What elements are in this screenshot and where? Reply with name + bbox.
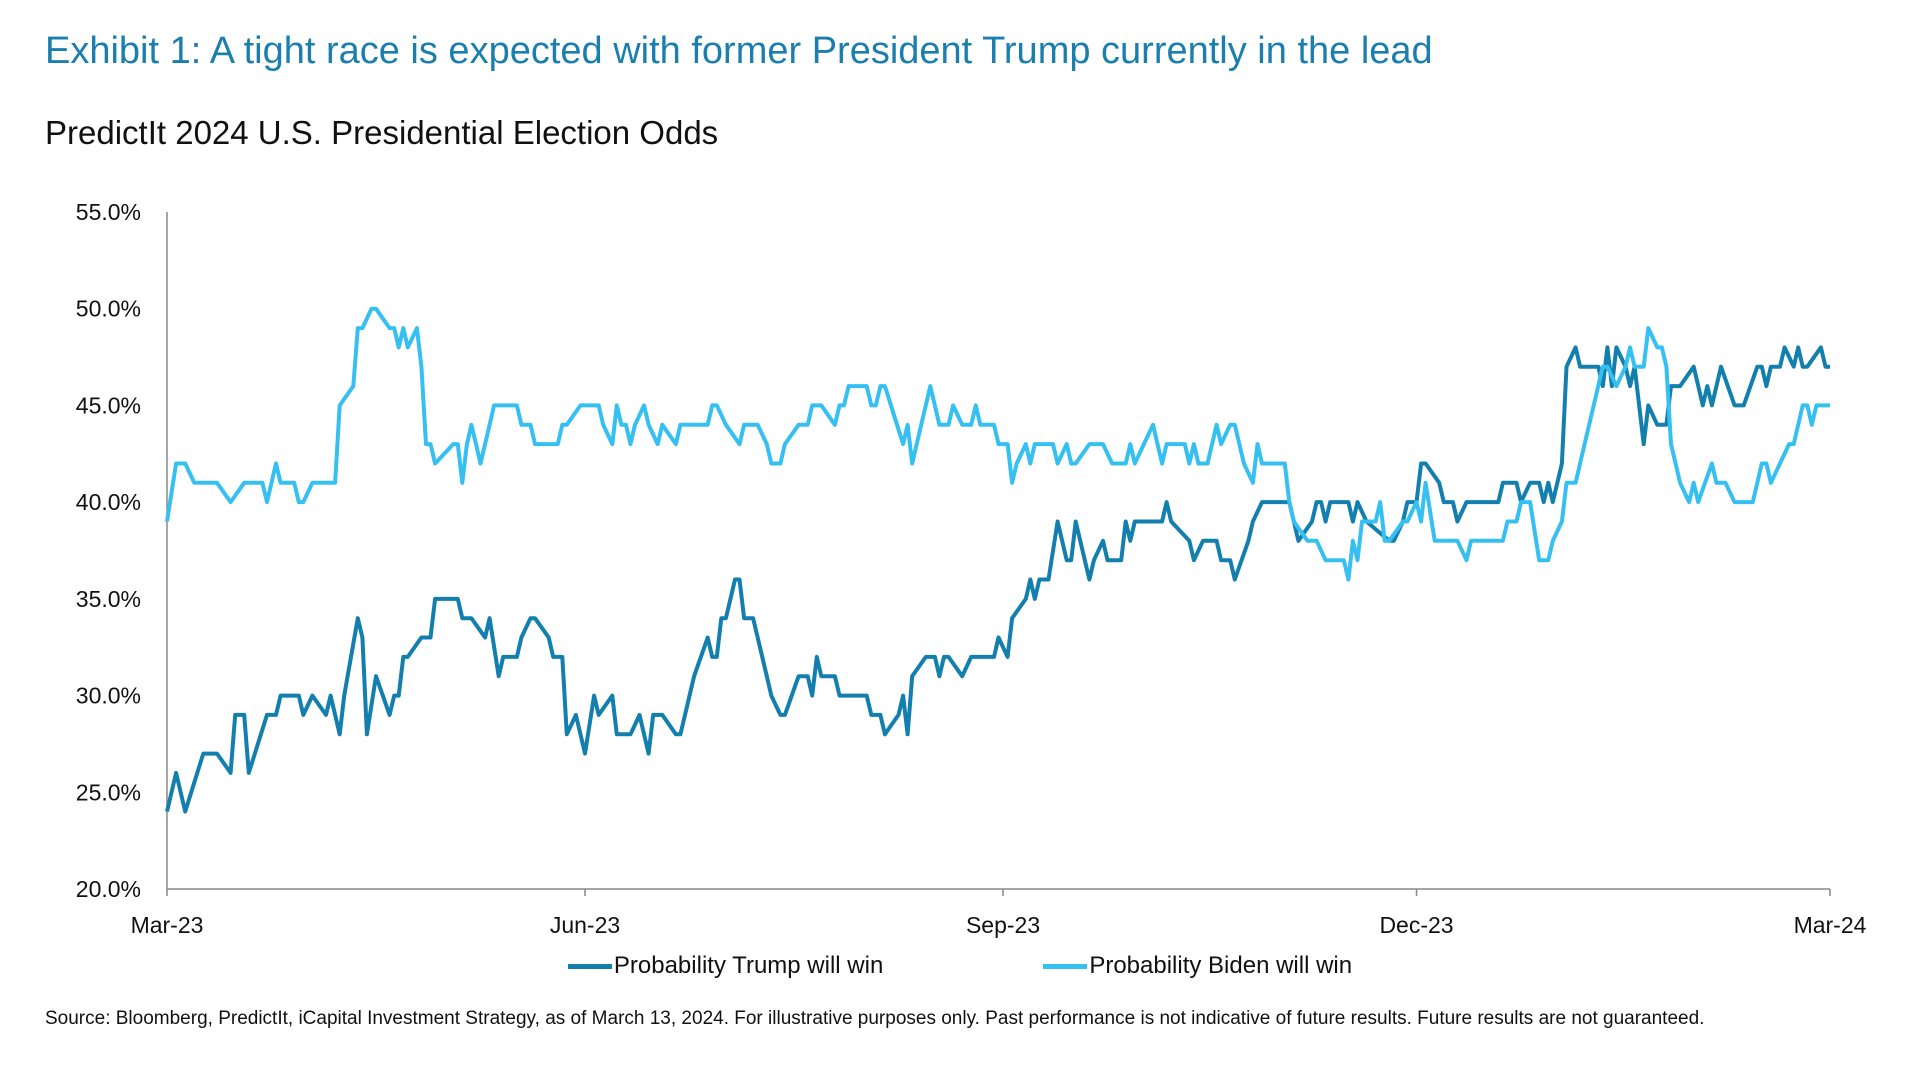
y-tick-label: 50.0%: [76, 296, 141, 322]
legend-item-biden: Probability Biden will win: [1043, 952, 1352, 980]
y-tick-label: 30.0%: [76, 683, 141, 709]
axes: 20.0% 25.0% 30.0% 35.0% 40.0% 45.0% 50.0% 55.0%…: [76, 199, 1867, 938]
x-tick-label: Jun-23: [550, 912, 620, 938]
x-tick-label: Dec-23: [1379, 912, 1453, 938]
exhibit-title: Exhibit 1: A tight race is expected with…: [45, 30, 1433, 72]
legend: Probability Trump will win Probability B…: [0, 952, 1920, 980]
legend-swatch-trump: [567, 963, 612, 969]
chart-subtitle: PredictIt 2024 U.S. Presidential Electio…: [45, 114, 719, 151]
y-tick-label: 35.0%: [76, 586, 141, 612]
x-tick-label: Mar-23: [131, 912, 204, 938]
y-tick-label: 25.0%: [76, 779, 141, 805]
x-tick-label: Sep-23: [966, 912, 1040, 938]
legend-label-biden: Probability Biden will win: [1089, 952, 1353, 979]
x-tick-label: Mar-24: [1794, 912, 1867, 938]
series-line-trump: [165, 345, 1830, 814]
series-group: [165, 306, 1830, 814]
y-tick-label: 20.0%: [76, 876, 141, 902]
source-note: Source: Bloomberg, PredictIt, iCapital I…: [45, 1008, 1705, 1029]
series-line-biden: [165, 306, 1830, 582]
legend-item-trump: Probability Trump will win: [567, 952, 884, 980]
y-tick-label: 45.0%: [76, 392, 141, 418]
y-tick-label: 40.0%: [76, 489, 141, 515]
y-tick-label: 55.0%: [76, 199, 141, 225]
legend-label-trump: Probability Trump will win: [613, 952, 884, 979]
legend-swatch-biden: [1043, 963, 1088, 969]
